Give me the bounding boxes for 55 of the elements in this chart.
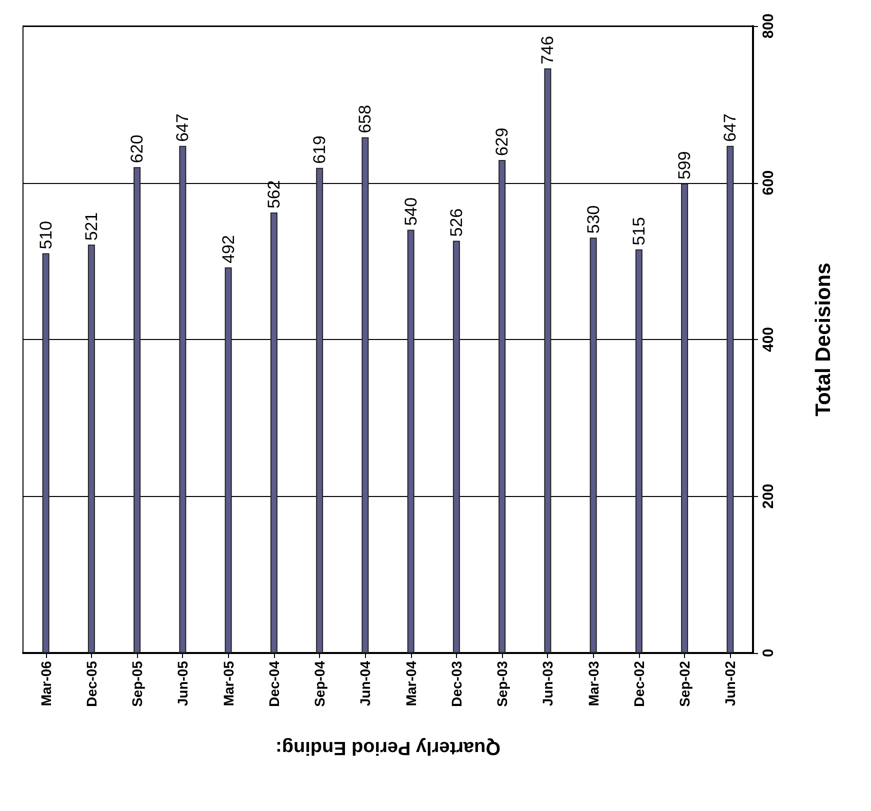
y-tick-label: 400 [760, 326, 777, 352]
data-label: 658 [356, 104, 375, 134]
bar [498, 160, 506, 653]
data-label: 619 [310, 135, 330, 164]
data-label: 540 [401, 197, 420, 226]
x-tick-label: Jun-05 [174, 660, 191, 706]
x-tick-label: Dec-03 [448, 660, 464, 707]
x-tick-label: Mar-03 [585, 660, 602, 706]
bar [726, 146, 734, 653]
x-tick-label: Mar-04 [402, 660, 419, 706]
bar [270, 212, 278, 653]
bar [681, 184, 688, 653]
data-label: 629 [492, 128, 512, 156]
x-tick-label: Dec-05 [83, 660, 100, 707]
x-tick-label: Mar-06 [38, 660, 54, 706]
bar [42, 253, 50, 653]
data-label: 746 [538, 36, 558, 64]
x-tick-label: Dec-04 [266, 660, 282, 707]
bar [88, 244, 95, 653]
x-tick-label: Jun-04 [357, 660, 374, 706]
x-tick-label: Sep-05 [129, 660, 146, 707]
y-tick-label: 800 [760, 13, 777, 39]
bar [544, 68, 552, 653]
bar [635, 249, 642, 653]
bar [407, 230, 414, 653]
bar [179, 146, 186, 653]
data-label: 599 [675, 151, 694, 180]
data-label: 620 [128, 134, 147, 164]
x-tick-label: Jun-03 [540, 660, 556, 706]
bar [224, 267, 232, 653]
data-label: 647 [720, 114, 740, 142]
data-label: 647 [173, 114, 192, 142]
data-label: 530 [584, 205, 603, 234]
y-tick-label: 600 [760, 170, 777, 196]
x-tick-label: Sep-02 [676, 660, 693, 707]
x-tick-label: Mar-05 [220, 660, 236, 706]
data-label: 562 [264, 180, 284, 209]
bar [452, 240, 460, 653]
x-tick-label: Sep-03 [494, 660, 510, 707]
x-axis-title: Quarterly Period Ending: [276, 737, 500, 758]
bar [590, 238, 597, 653]
data-label: 521 [82, 212, 101, 241]
data-label: 526 [446, 208, 466, 237]
bar [316, 168, 324, 653]
x-tick-label: Jun-02 [722, 660, 738, 706]
x-tick-label: Sep-04 [312, 660, 328, 707]
y-tick-label: 200 [760, 484, 777, 509]
data-label: 492 [218, 235, 238, 264]
y-tick-label: 0 [760, 648, 777, 658]
x-tick-label: Dec-02 [630, 660, 647, 707]
data-label: 515 [629, 216, 648, 246]
bar [134, 167, 141, 653]
data-label: 510 [36, 220, 56, 250]
bar [362, 137, 369, 653]
y-axis-title: Total Decisions [812, 262, 835, 416]
